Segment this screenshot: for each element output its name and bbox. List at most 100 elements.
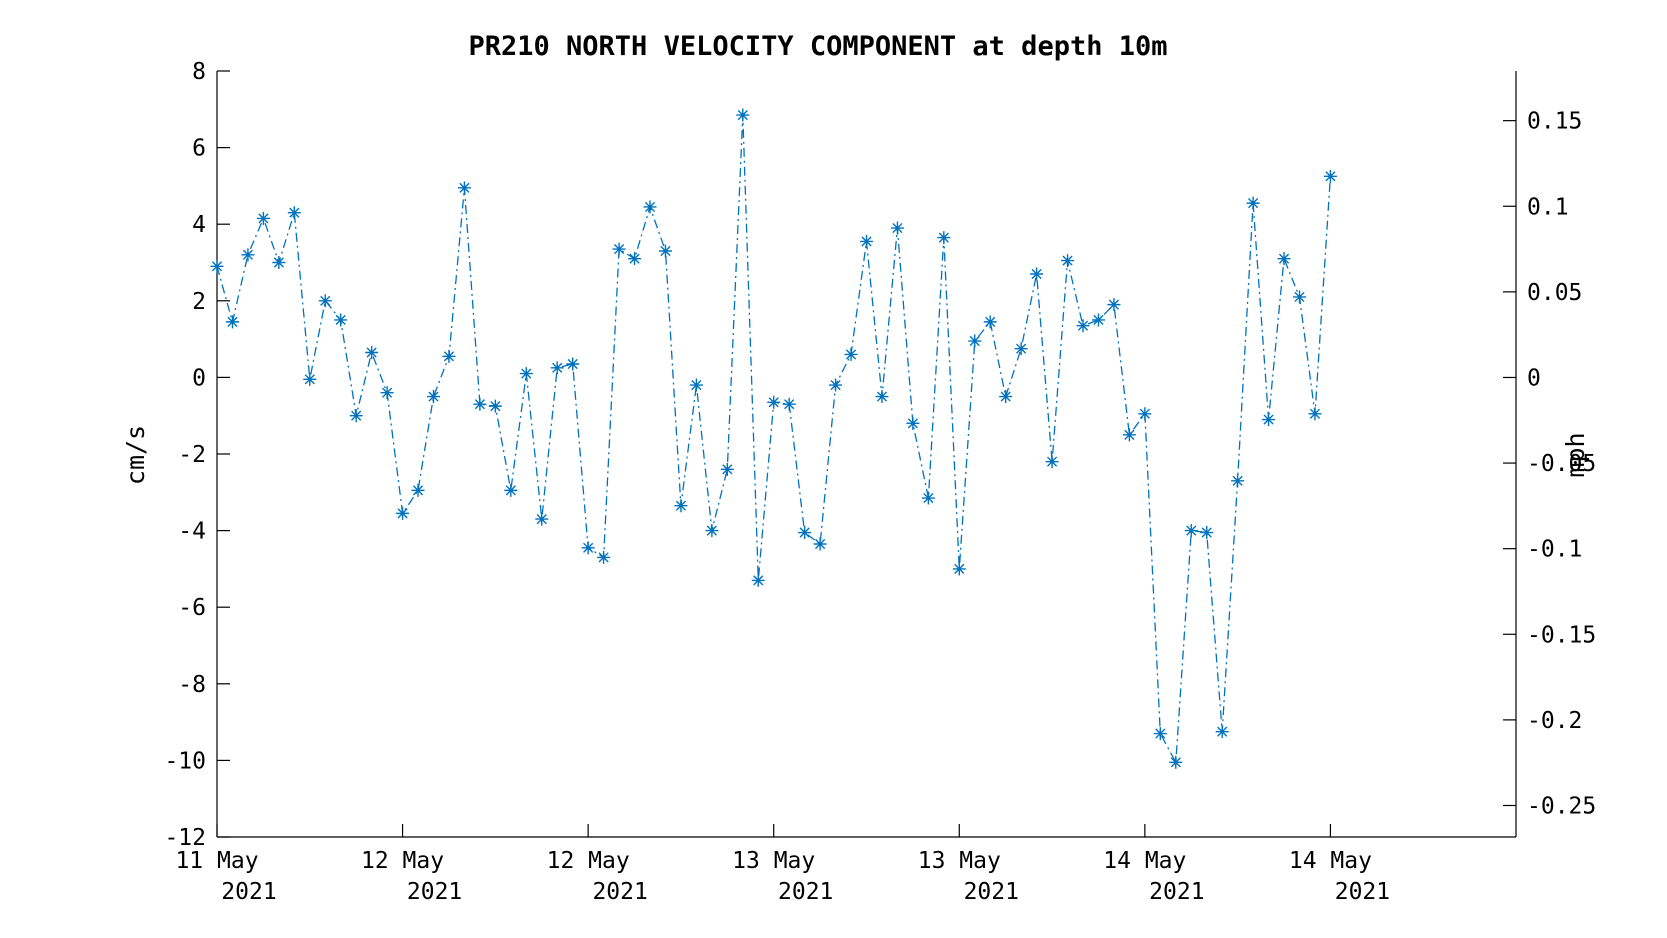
data-point-marker xyxy=(427,390,440,404)
x-tick-label-date: 13 May xyxy=(918,848,1001,874)
data-point-marker xyxy=(256,211,270,225)
data-point-marker xyxy=(952,562,966,576)
data-point-marker xyxy=(968,334,982,348)
data-point-marker xyxy=(581,541,595,555)
y-tick-label-left: 4 xyxy=(192,212,206,238)
data-point-marker xyxy=(1122,428,1136,442)
x-tick-label-year: 2021 xyxy=(592,879,647,905)
data-point-marker xyxy=(1138,407,1152,421)
data-point-marker xyxy=(906,416,920,430)
data-point-marker xyxy=(612,242,626,256)
data-point-marker xyxy=(457,181,471,195)
data-point-marker xyxy=(1215,725,1229,739)
y-axis-label-right: mph xyxy=(1561,432,1590,477)
data-point-marker xyxy=(349,409,363,423)
data-point-marker xyxy=(767,395,781,409)
data-point-marker xyxy=(643,200,657,214)
data-point-marker xyxy=(411,483,425,497)
y-tick-label-left: -10 xyxy=(164,748,206,774)
x-tick-label-year: 2021 xyxy=(1335,879,1390,905)
data-point-marker xyxy=(658,244,672,258)
data-point-marker xyxy=(1014,342,1028,356)
y-tick-label-right: 0.15 xyxy=(1527,109,1582,135)
data-point-marker xyxy=(1076,319,1090,333)
data-point-marker xyxy=(566,357,580,371)
data-point-marker xyxy=(937,231,951,245)
y-tick-label-right: -0.05 xyxy=(1527,451,1596,477)
y-tick-label-left: -2 xyxy=(178,442,206,468)
data-point-marker xyxy=(365,346,379,360)
data-point-marker xyxy=(597,550,611,564)
data-point-marker xyxy=(1169,755,1183,769)
data-point-marker xyxy=(535,512,549,526)
data-point-marker xyxy=(504,483,518,497)
y-tick-label-right: 0 xyxy=(1527,365,1541,391)
data-point-marker xyxy=(829,378,843,392)
data-point-marker xyxy=(921,491,935,505)
data-point-marker xyxy=(1262,413,1276,427)
x-tick-label-year: 2021 xyxy=(964,879,1019,905)
x-tick-label-date: 14 May xyxy=(1289,848,1372,874)
plot-area xyxy=(210,108,1337,769)
data-point-marker xyxy=(1184,524,1198,538)
data-point-marker xyxy=(860,234,873,248)
data-point-marker xyxy=(674,499,688,513)
x-tick-label-date: 12 May xyxy=(361,848,444,874)
data-point-marker xyxy=(380,386,394,400)
x-tick-label-year: 2021 xyxy=(221,879,276,905)
data-point-marker xyxy=(720,462,734,476)
y-tick-label-right: -0.25 xyxy=(1527,793,1596,819)
data-point-marker xyxy=(983,315,997,329)
data-point-marker xyxy=(1277,252,1291,266)
data-point-marker xyxy=(1231,474,1245,488)
y-tick-label-left: 6 xyxy=(192,136,206,162)
y-tick-label-right: -0.2 xyxy=(1527,708,1582,734)
x-tick-label-year: 2021 xyxy=(1149,879,1204,905)
data-point-marker xyxy=(875,390,889,404)
y-tick-label-right: -0.15 xyxy=(1527,622,1596,648)
y-tick-label-left: 2 xyxy=(192,289,206,315)
y-tick-label-left: -12 xyxy=(164,825,206,851)
data-point-marker xyxy=(488,399,502,413)
y-tick-label-left: -8 xyxy=(178,672,206,698)
data-point-marker xyxy=(519,367,533,381)
y-tick-label-right: 0.05 xyxy=(1527,280,1582,306)
data-point-marker xyxy=(1091,313,1105,327)
data-point-marker xyxy=(890,221,904,235)
data-point-marker xyxy=(798,526,812,540)
data-point-marker xyxy=(751,573,765,587)
y-tick-label-left: 8 xyxy=(192,59,206,85)
data-point-marker xyxy=(210,259,224,273)
data-point-marker xyxy=(844,347,858,361)
data-point-marker xyxy=(1246,196,1260,210)
data-point-marker xyxy=(1030,267,1044,281)
data-point-marker xyxy=(442,349,456,363)
data-point-marker xyxy=(999,390,1013,404)
chart-title: PR210 NORTH VELOCITY COMPONENT at depth … xyxy=(469,31,1168,62)
data-point-marker xyxy=(318,294,332,308)
data-point-marker xyxy=(334,313,348,327)
y-tick-label-right: -0.1 xyxy=(1527,537,1582,563)
data-point-marker xyxy=(241,248,255,262)
data-point-marker xyxy=(1045,455,1059,469)
data-point-marker xyxy=(705,524,719,538)
series-line xyxy=(216,114,1332,765)
x-tick-label-date: 14 May xyxy=(1103,848,1186,874)
data-point-marker xyxy=(736,108,750,122)
x-tick-label-year: 2021 xyxy=(778,879,833,905)
data-point-marker xyxy=(272,256,286,269)
data-point-marker xyxy=(396,506,410,520)
y-axis-label-left: cm/s xyxy=(121,425,150,485)
data-point-marker xyxy=(628,252,642,266)
data-point-marker xyxy=(1153,727,1167,741)
y-tick-label-left: 0 xyxy=(192,365,206,391)
data-point-marker xyxy=(303,372,317,386)
data-point-marker xyxy=(473,397,487,411)
data-point-marker xyxy=(782,397,796,411)
data-point-marker xyxy=(1107,298,1121,312)
y-tick-label-right: 0.1 xyxy=(1527,194,1569,220)
y-tick-label-left: -4 xyxy=(178,519,206,545)
x-tick-label-year: 2021 xyxy=(407,879,462,905)
data-point-marker xyxy=(813,537,827,551)
axes: 8 6 4 2 0 -2 -4 -6 -8 -10 -12 0.15 0.1 0.05 0 -0.05 -0.1… xyxy=(164,59,1596,905)
